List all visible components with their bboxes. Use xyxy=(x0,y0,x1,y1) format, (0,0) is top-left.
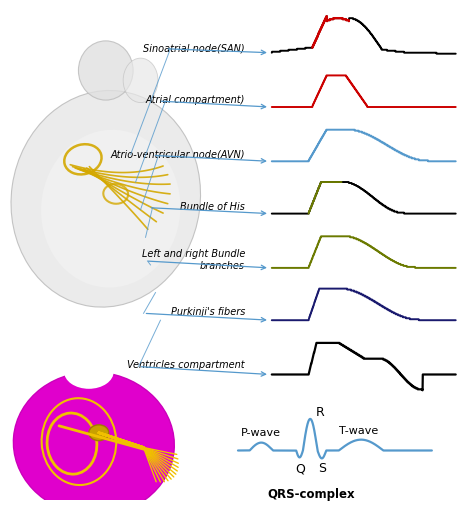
Text: S: S xyxy=(319,463,326,475)
Ellipse shape xyxy=(11,90,201,307)
Text: QRS-complex: QRS-complex xyxy=(268,488,356,501)
Text: T-wave: T-wave xyxy=(338,426,378,436)
Text: Ventricles compartment: Ventricles compartment xyxy=(128,360,245,370)
Ellipse shape xyxy=(41,130,181,287)
Text: R: R xyxy=(316,406,324,419)
Text: P-wave: P-wave xyxy=(241,428,281,438)
Text: Purkinji's fibers: Purkinji's fibers xyxy=(171,308,245,317)
Text: Left and right Bundle
branches: Left and right Bundle branches xyxy=(142,249,245,271)
Text: Atrio-ventricular node(AVN): Atrio-ventricular node(AVN) xyxy=(110,149,245,160)
Text: Bundle of His: Bundle of His xyxy=(180,201,245,212)
Text: Q: Q xyxy=(295,463,305,475)
Ellipse shape xyxy=(89,425,109,441)
Ellipse shape xyxy=(78,41,133,100)
Ellipse shape xyxy=(123,58,158,103)
Ellipse shape xyxy=(64,355,114,389)
Text: Atrial compartment): Atrial compartment) xyxy=(146,95,245,105)
Ellipse shape xyxy=(13,372,174,505)
Text: Sinoatrial node(SAN): Sinoatrial node(SAN) xyxy=(143,44,245,54)
